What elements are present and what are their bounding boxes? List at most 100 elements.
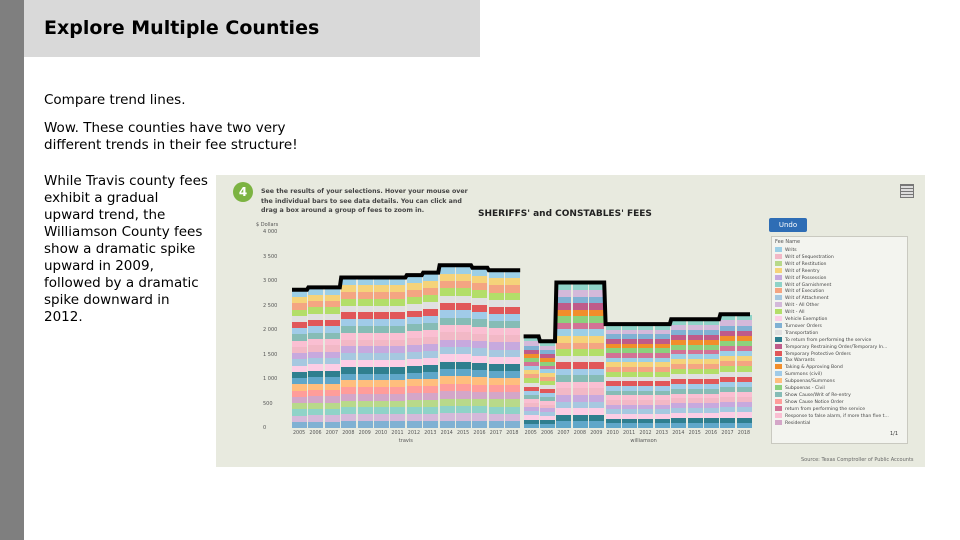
legend-item[interactable]: Show Cause/Writ of Re-entry — [775, 391, 851, 398]
chart-bar[interactable] — [439, 266, 455, 428]
bar-segment — [638, 409, 654, 414]
bar-segment — [671, 422, 687, 428]
bar-segment — [687, 418, 703, 423]
legend-item[interactable]: Subpoenas/Summons — [775, 378, 835, 384]
chart-bar[interactable] — [308, 288, 324, 428]
legend-item[interactable]: Taking & Approving Bond — [775, 364, 843, 370]
legend-item[interactable]: Transportation — [775, 329, 818, 336]
chart-bar[interactable] — [556, 283, 572, 428]
legend-swatch — [775, 357, 782, 363]
y-tick-label: 500 — [263, 400, 273, 407]
bar-segment — [589, 375, 605, 382]
legend-item[interactable]: Vehicle Exemption — [775, 316, 827, 322]
title-banner — [24, 0, 480, 57]
legend-item[interactable]: Tax Warrants — [775, 357, 815, 363]
legend-item[interactable]: Writ - All — [775, 309, 805, 315]
chart-bar[interactable] — [505, 271, 521, 428]
chart-bar[interactable] — [406, 276, 422, 428]
bar-segment — [406, 338, 422, 346]
legend-title: Fee Name — [775, 239, 801, 245]
chart-bar[interactable] — [472, 268, 488, 428]
legend-item[interactable]: Temporary Restraining Order/Temporary In… — [775, 343, 887, 350]
legend-item[interactable]: Residential — [775, 419, 810, 426]
bar-segment — [406, 296, 422, 304]
bar-segment — [292, 297, 307, 304]
legend-item[interactable]: Writ of Possession — [775, 274, 826, 281]
bar-segment — [341, 346, 357, 354]
fullscreen-icon[interactable] — [900, 184, 914, 198]
chart-bar[interactable] — [704, 320, 719, 428]
chart-bar[interactable] — [654, 325, 670, 428]
legend-item[interactable]: Show Cause Notice Order — [775, 398, 844, 405]
bar-segment — [704, 403, 719, 409]
chart-bar[interactable] — [374, 278, 389, 428]
bar-segment — [523, 362, 539, 367]
chart-bar[interactable] — [687, 320, 703, 428]
plot-area[interactable] — [290, 232, 752, 428]
bar-segment — [605, 371, 621, 377]
legend-item[interactable]: Writ of Garnishment — [775, 281, 831, 288]
step-badge: 4 — [233, 182, 253, 202]
legend-item[interactable]: To return from performing the service — [775, 336, 871, 343]
bar-segment — [423, 399, 439, 407]
chart-bar[interactable] — [341, 278, 357, 428]
chart-bar[interactable] — [638, 325, 654, 428]
bar-segment — [523, 374, 539, 379]
bar-segment — [671, 418, 687, 423]
undo-button[interactable]: Undo — [769, 218, 807, 232]
chart-bar[interactable] — [456, 266, 471, 428]
chart-bar[interactable] — [292, 290, 307, 428]
chart-bar[interactable] — [720, 315, 736, 428]
bar-segment — [572, 408, 588, 415]
legend-item[interactable]: Response to false alarm, if more than fi… — [775, 412, 889, 419]
bar-segment — [572, 309, 588, 317]
legend-pager[interactable]: 1/1 — [890, 431, 899, 437]
legend-item[interactable]: Summons (civil) — [775, 371, 822, 377]
legend-panel: Fee Name Writs Writ of Sequestration Writ … — [771, 236, 908, 444]
chart-bar[interactable] — [488, 271, 504, 428]
chart-bar[interactable] — [357, 278, 373, 428]
chart-bar[interactable] — [589, 283, 605, 428]
bar-segment — [671, 364, 687, 370]
legend-item[interactable]: Writ of Attachment — [775, 295, 829, 301]
chart-bar[interactable] — [671, 320, 687, 428]
bar-segment — [456, 420, 471, 428]
legend-item[interactable]: Turnover Orders — [775, 322, 822, 329]
bar-segment — [654, 348, 670, 354]
chart-bar[interactable] — [605, 325, 621, 428]
bar-segment — [472, 377, 488, 385]
legend-item[interactable]: Writ of Restitution — [775, 260, 826, 267]
legend-item[interactable]: Writs — [775, 247, 797, 253]
legend-label: Subpoenas - Civil — [785, 386, 825, 391]
bar-segment — [572, 355, 588, 363]
legend-item[interactable]: return from performing the service — [775, 405, 865, 412]
chart-bar[interactable] — [622, 325, 637, 428]
bar-segment — [292, 415, 307, 422]
legend-item[interactable]: Writ - All Other — [775, 302, 819, 308]
bar-segment — [589, 388, 605, 396]
legend-item[interactable]: Subpoenas - Civil — [775, 385, 825, 391]
chart-bar[interactable] — [572, 283, 588, 428]
chart-bar[interactable] — [390, 278, 406, 428]
bar-segment — [654, 404, 670, 410]
bar-segment — [736, 371, 752, 377]
chart-bar[interactable] — [540, 342, 555, 428]
bar-segment — [720, 366, 736, 372]
bar-segment — [488, 306, 504, 314]
bar-segment — [374, 305, 389, 313]
legend-item[interactable]: Writ of Reentry — [775, 267, 820, 274]
bar-segment — [540, 392, 555, 397]
legend-item[interactable]: Temporary Protective Orders — [775, 350, 851, 357]
bar-segment — [720, 397, 736, 403]
bar-segment — [720, 407, 736, 413]
bar-segment — [654, 409, 670, 414]
bar-segment — [638, 376, 654, 382]
bar-segment — [720, 412, 736, 418]
legend-item[interactable]: Writ of Execution — [775, 288, 824, 294]
chart-bar[interactable] — [523, 337, 539, 428]
bar-segment — [720, 335, 736, 341]
chart-bar[interactable] — [423, 273, 439, 428]
legend-item[interactable]: Writ of Sequestration — [775, 253, 834, 260]
chart-bar[interactable] — [736, 315, 752, 428]
chart-bar[interactable] — [324, 288, 340, 428]
